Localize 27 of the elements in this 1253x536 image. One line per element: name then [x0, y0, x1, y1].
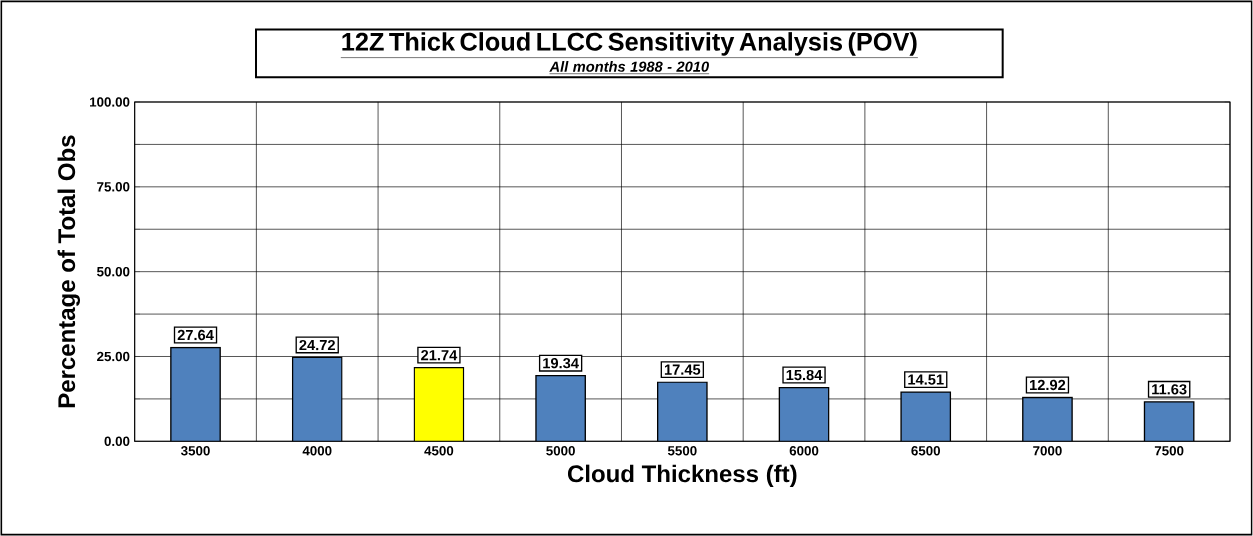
x-tick-label: 7000	[1033, 446, 1062, 456]
x-tick-label: 7500	[1154, 446, 1184, 456]
data-label: 24.72	[299, 339, 335, 351]
y-axis-title: Percentage of Total Obs	[57, 135, 81, 408]
data-label: 19.34	[543, 357, 579, 369]
y-tick-label: 75.00	[97, 182, 130, 192]
chart-subtitle: All months 1988 - 2010	[549, 61, 709, 72]
chart-title: 12Z Thick Cloud LLCC Sensitivity Analysis (POV)	[342, 32, 917, 56]
data-label: 21.74	[421, 350, 458, 361]
x-tick-label: 5500	[667, 446, 697, 456]
x-tick-label: 4000	[302, 446, 332, 456]
x-tick-label: 3500	[181, 446, 210, 456]
data-label: 27.64	[177, 329, 214, 341]
data-label: 15.84	[786, 369, 823, 381]
y-tick-label: 25.00	[97, 351, 130, 362]
data-label: 17.45	[664, 364, 701, 375]
y-tick-label: 100.00	[90, 97, 130, 107]
x-axis-title: Cloud Thickness (ft)	[567, 464, 797, 488]
data-label: 12.92	[1030, 379, 1066, 391]
y-tick-label: 0.00	[104, 436, 130, 447]
x-tick-label: 6500	[911, 446, 941, 456]
data-label: 14.51	[908, 374, 944, 385]
x-tick-label: 5000	[546, 446, 575, 456]
x-tick-label: 4500	[424, 446, 454, 456]
y-tick-label: 50.00	[97, 266, 130, 277]
x-tick-label: 6000	[789, 446, 819, 456]
data-label: 11.63	[1152, 384, 1187, 395]
